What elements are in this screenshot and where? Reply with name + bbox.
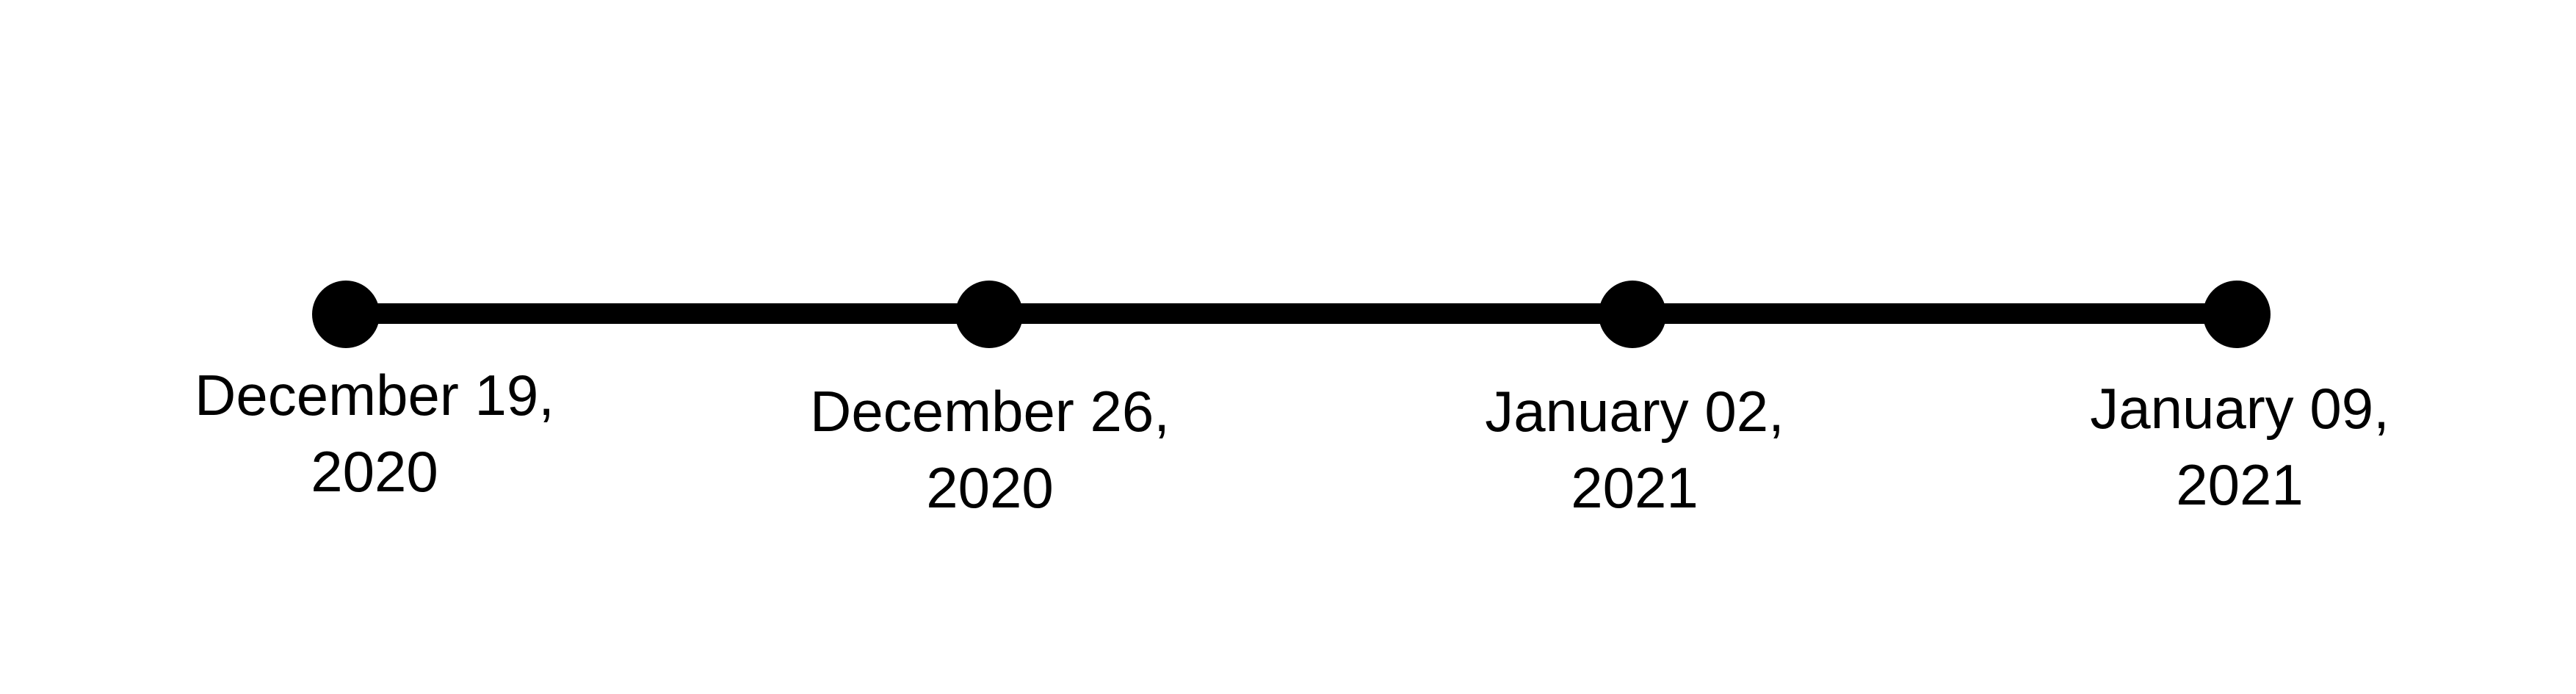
timeline-line [345,303,2235,324]
timeline-label-date: January 09, [2090,376,2389,441]
timeline-label-date: January 02, [1485,379,1784,444]
timeline-label-year: 2020 [311,439,438,504]
timeline-label-dec-26-2020: December 26, 2020 [733,373,1247,526]
timeline-label-year: 2021 [1571,455,1698,520]
timeline-marker-jan-09-2021 [2203,281,2271,348]
timeline-label-dec-19-2020: December 19, 2020 [117,357,632,510]
timeline-label-date: December 26, [810,379,1170,444]
timeline-marker-jan-02-2021 [1599,281,1666,348]
timeline-label-jan-02-2021: January 02, 2021 [1378,373,1892,526]
timeline-label-year: 2020 [926,455,1054,520]
timeline-label-year: 2021 [2176,452,2304,517]
timeline-label-date: December 19, [195,363,554,427]
timeline-label-jan-09-2021: January 09, 2021 [1983,370,2497,523]
timeline-marker-dec-26-2020 [955,281,1023,348]
timeline-marker-dec-19-2020 [312,281,380,348]
